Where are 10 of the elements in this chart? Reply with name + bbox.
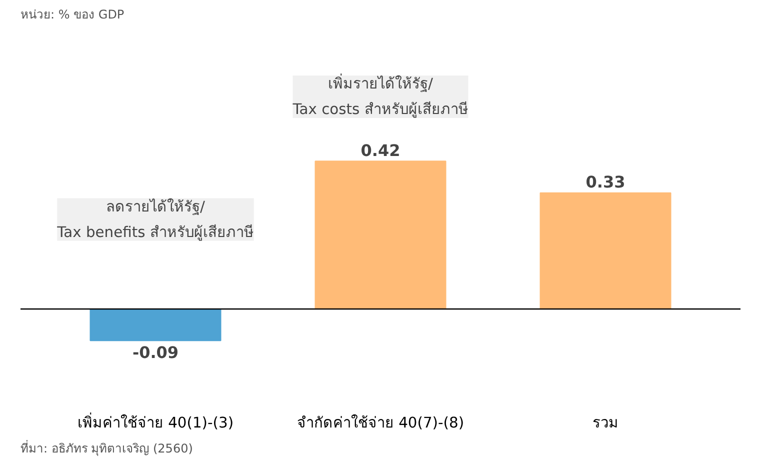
data-label: 0.42 [360,140,400,160]
annotation: ลดรายได้ให้รัฐ/ Tax benefits สำหรับผู้เสียภาษี [56,197,254,241]
text: ที่มา: อธิภัทร มุทิตาเจริญ (2560) [20,440,193,456]
data-label: -0.09 [132,343,179,362]
data-label: 0.33 [586,172,626,192]
x-tick-label: เพิ่มค่าใช้จ่าย 40(1)-(3) [77,412,234,432]
chart-subtitle: หน่วย: % ของ GDP [20,8,124,22]
x-tick-label: รวม [592,414,618,432]
x-tick-label: จำกัดค่าใช้จ่าย 40(7)-(8) [296,414,464,432]
text: เพิ่มรายได้ให้รัฐ/ Tax costs สำหรับผู้เสียภาษี [292,74,468,118]
